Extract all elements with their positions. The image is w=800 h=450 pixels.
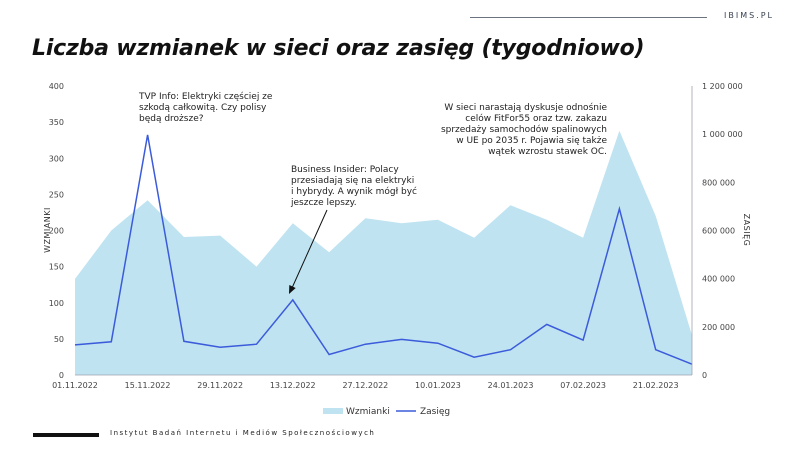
annotation-ff55-line-2: celów FitFor55 oraz tzw. zakazu — [465, 113, 607, 124]
annotation-tvp-line-1: TVP Info: Elektryki częściej ze — [138, 91, 273, 102]
annotation-ff55-line-5: wątek wzrostu stawek OC. — [488, 147, 607, 157]
y-tick-label: 350 — [49, 118, 64, 127]
header-rule — [470, 17, 707, 18]
y2-tick-label: 1 000 000 — [702, 130, 743, 139]
annotation-arrow-line — [291, 209, 328, 289]
y2-axis-title: ZASIĘG — [742, 214, 751, 247]
footer-text: Instytut Badań Internetu i Mediów Społec… — [110, 429, 376, 437]
plot-area — [74, 86, 693, 376]
x-tick-label: 21.02.2023 — [633, 381, 679, 390]
y-tick-label: 100 — [49, 299, 64, 308]
y-tick-label: 150 — [49, 263, 64, 272]
legend-label-zasieg: Zasięg — [420, 407, 450, 417]
x-tick-label: 10.01.2023 — [415, 381, 461, 390]
annotation-business-insider: Business Insider: Polacy przesiadają się… — [289, 165, 417, 294]
annotation-tvp-line-2: szkodą całkowitą. Czy polisy — [139, 103, 267, 113]
annotation-bi-line-3: i hybrydy. A wynik mógł być — [291, 186, 417, 197]
annotation-bi-line-1: Business Insider: Polacy — [291, 165, 399, 175]
footer-bar — [33, 433, 99, 437]
line-series-zasieg — [74, 134, 693, 365]
annotation-ff55-line-3: sprzedaży samochodów spalinowych — [441, 124, 607, 135]
annotation-fitfor55: W sieci narastają dyskusje odnośnie celó… — [441, 102, 608, 157]
annotation-ff55-line-4: w UE po 2035 r. Pojawia się także — [456, 136, 607, 146]
x-tick-label: 15.11.2022 — [125, 381, 171, 390]
x-tick-label: 13.12.2022 — [270, 381, 316, 390]
y-tick-label: 200 — [49, 227, 64, 236]
y-tick-label: 400 — [49, 82, 64, 91]
chart-title: Liczba wzmianek w sieci oraz zasięg (tyg… — [32, 36, 645, 61]
annotation-bi-line-2: przesiadają się na elektryki — [291, 176, 414, 186]
x-tick-label: 27.12.2022 — [342, 381, 388, 390]
legend-swatch-wzmianki — [323, 408, 343, 414]
y2-tick-label: 200 000 — [702, 323, 735, 332]
y2-tick-label: 400 000 — [702, 275, 735, 284]
y2-tick-label: 600 000 — [702, 227, 735, 236]
y-tick-label: 250 — [49, 190, 64, 199]
brand-label: IBIMS.PL — [724, 11, 775, 20]
x-tick-label: 01.11.2022 — [52, 381, 98, 390]
y-tick-label: 300 — [49, 154, 64, 163]
y-axis-title: WZMIANKI — [43, 207, 52, 253]
x-tick-label: 07.02.2023 — [560, 381, 606, 390]
y-tick-label: 50 — [54, 335, 64, 344]
y-axis-ticks: 0 50 100 150 200 250 300 350 400 — [49, 82, 64, 380]
annotation-tvp-line-3: będą droższe? — [139, 114, 204, 124]
y2-tick-label: 1 200 000 — [702, 82, 743, 91]
annotation-arrow-head — [289, 285, 296, 294]
area-series-wzmianki — [75, 130, 692, 375]
y2-tick-label: 0 — [702, 371, 707, 380]
y2-tick-label: 800 000 — [702, 178, 735, 187]
y2-axis-ticks: 0 200 000 400 000 600 000 800 000 1 000 000 1 … — [702, 82, 743, 380]
annotation-ff55-line-1: W sieci narastają dyskusje odnośnie — [444, 102, 607, 113]
annotation-tvp: TVP Info: Elektryki częściej ze szkodą c… — [138, 91, 273, 124]
x-axis-ticks: 01.11.2022 15.11.2022 29.11.2022 13.12.2022… — [52, 381, 679, 390]
annotation-bi-line-4: jeszcze lepszy. — [290, 198, 357, 208]
y-tick-label: 0 — [59, 371, 64, 380]
legend: Wzmianki Zasięg — [323, 407, 450, 417]
legend-label-wzmianki: Wzmianki — [346, 407, 390, 417]
x-tick-label: 29.11.2022 — [197, 381, 243, 390]
x-tick-label: 24.01.2023 — [488, 381, 534, 390]
